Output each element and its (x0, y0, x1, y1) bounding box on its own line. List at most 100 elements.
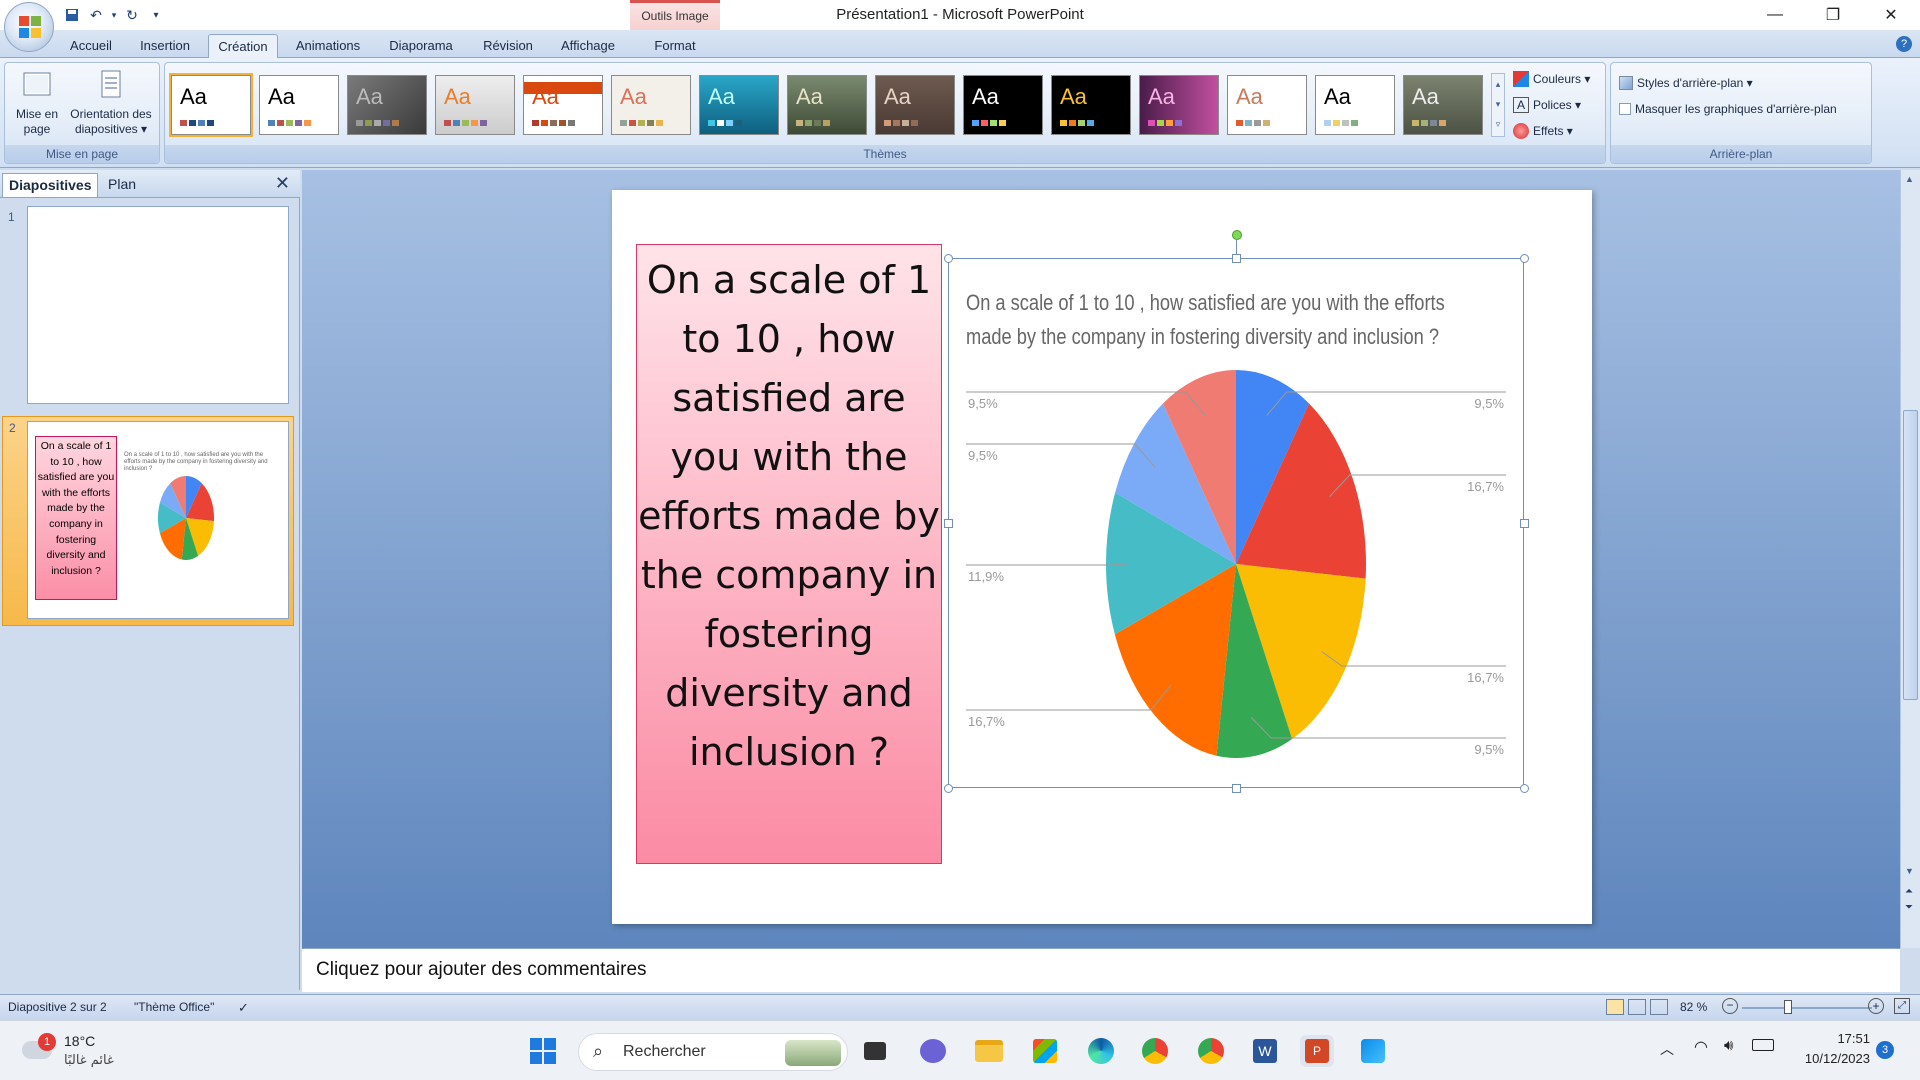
vertical-scrollbar[interactable]: ▲ ▼ ⏶ ⏷ (1900, 170, 1920, 948)
photos-icon[interactable] (1356, 1035, 1390, 1067)
normal-view-icon[interactable] (1606, 999, 1624, 1015)
tab-revision[interactable]: Révision (483, 38, 533, 53)
search-highlight-image (785, 1040, 841, 1066)
minimize-icon[interactable]: — (1767, 6, 1783, 23)
slide-thumbnail-2-selected[interactable]: 2 On a scale of 1 to 10 , how satisfied … (2, 416, 294, 626)
file-explorer-icon[interactable] (972, 1035, 1006, 1067)
theme-sample-text: Aa (708, 84, 735, 109)
resize-handle-ne[interactable] (1520, 254, 1529, 263)
couleurs-button[interactable]: Couleurs ▾ (1513, 69, 1590, 89)
clock-date[interactable]: 10/12/2023 (1804, 1051, 1870, 1066)
resize-handle-s[interactable] (1232, 784, 1241, 793)
notification-badge[interactable]: 3 (1876, 1041, 1894, 1059)
tab-affichage[interactable]: Affichage (561, 38, 615, 53)
fit-to-window-icon[interactable]: ⤢ (1894, 998, 1910, 1014)
task-view-icon[interactable] (858, 1035, 892, 1067)
theme-12[interactable]: Aa (1139, 75, 1219, 135)
tab-animations[interactable]: Animations (295, 38, 361, 53)
effets-button[interactable]: Effets ▾ (1513, 121, 1573, 141)
close-pane-icon[interactable]: ✕ (274, 173, 290, 193)
teams-chat-icon[interactable] (916, 1035, 950, 1067)
themes-gallery-scroll[interactable]: ▴ ▾ ▿ (1491, 73, 1505, 137)
save-icon[interactable] (62, 6, 82, 24)
theme-10[interactable]: Aa (963, 75, 1043, 135)
spell-check-icon[interactable]: ✓ (238, 1000, 249, 1015)
tab-diaporama[interactable]: Diaporama (389, 38, 453, 53)
undo-icon[interactable]: ↶ (90, 6, 102, 23)
close-icon[interactable]: ✕ (1884, 7, 1898, 24)
resize-handle-nw[interactable] (944, 254, 953, 263)
resize-handle-n[interactable] (1232, 254, 1241, 263)
theme-3[interactable]: Aa (347, 75, 427, 135)
slideshow-view-icon[interactable] (1650, 999, 1668, 1015)
tab-creation[interactable]: Création (208, 34, 278, 58)
next-slide-icon[interactable]: ⏷ (1905, 902, 1913, 913)
theme-name[interactable]: "Thème Office" (134, 1000, 215, 1014)
office-button[interactable] (4, 2, 54, 52)
chrome-profile-icon[interactable] (1194, 1035, 1228, 1067)
edge-icon[interactable] (1084, 1035, 1118, 1067)
orientation-button[interactable]: Orientation des diapositives ▾ (63, 67, 159, 137)
show-hidden-icons-icon[interactable]: ︿ (1660, 1041, 1674, 1057)
tab-plan[interactable]: Plan (108, 176, 137, 192)
microsoft-store-icon[interactable] (1028, 1035, 1062, 1067)
word-icon[interactable]: W (1248, 1035, 1282, 1067)
question-text-box[interactable]: On a scale of 1 to 10 , how satisfied ar… (636, 244, 942, 864)
theme-9[interactable]: Aa (875, 75, 955, 135)
zoom-out-icon[interactable]: − (1722, 998, 1738, 1014)
undo-dropdown-icon[interactable]: ▾ (111, 9, 117, 20)
theme-15[interactable]: Aa (1403, 75, 1483, 135)
mise-en-page-label-1: Mise en (15, 107, 59, 121)
resize-handle-sw[interactable] (944, 784, 953, 793)
volume-icon[interactable]: 🔊︎ (1724, 1037, 1734, 1054)
theme-office[interactable]: Aa (169, 73, 253, 137)
help-icon[interactable]: ? (1896, 36, 1912, 52)
tab-diapositives[interactable]: Diapositives (2, 173, 99, 197)
clock-time[interactable]: 17:51 (1837, 1031, 1870, 1046)
notes-pane[interactable]: Cliquez pour ajouter des commentaires (302, 948, 1900, 992)
resize-handle-w[interactable] (944, 519, 953, 528)
resize-handle-e[interactable] (1520, 519, 1529, 528)
theme-13[interactable]: Aa (1227, 75, 1307, 135)
tab-format[interactable]: Format (654, 38, 696, 53)
zoom-slider[interactable] (1742, 1007, 1872, 1009)
scroll-down-icon[interactable]: ▼ (1905, 866, 1914, 876)
theme-11[interactable]: Aa (1051, 75, 1131, 135)
theme-14[interactable]: Aa (1315, 75, 1395, 135)
styles-arriere-plan-button[interactable]: Styles d'arrière-plan ▾ (1619, 73, 1753, 93)
zoom-level[interactable]: 82 % (1680, 1000, 1708, 1014)
masquer-graphiques-checkbox[interactable]: Masquer les graphiques d'arrière-plan (1619, 99, 1837, 119)
battery-icon[interactable] (1752, 1039, 1774, 1051)
contextual-tab-group-label: Outils Image (630, 0, 720, 30)
redo-icon[interactable]: ↻ (126, 6, 138, 23)
theme-5[interactable]: Aa (523, 75, 603, 135)
theme-7[interactable]: Aa (699, 75, 779, 135)
theme-2[interactable]: Aa (259, 75, 339, 135)
restore-icon[interactable]: ❐ (1825, 7, 1841, 24)
scrollbar-thumb[interactable] (1903, 410, 1918, 700)
tab-insertion[interactable]: Insertion (140, 38, 190, 53)
zoom-in-icon[interactable]: + (1868, 998, 1884, 1014)
scroll-up-icon[interactable]: ▲ (1905, 174, 1914, 184)
zoom-slider-thumb[interactable] (1784, 1000, 1792, 1014)
polices-button[interactable]: A Polices ▾ (1513, 95, 1581, 115)
theme-4[interactable]: Aa (435, 75, 515, 135)
taskbar-search[interactable]: ⌕ Rechercher (578, 1033, 848, 1071)
powerpoint-icon[interactable]: P (1300, 1035, 1334, 1067)
customize-qat-icon[interactable]: ▾ (153, 9, 159, 21)
resize-handle-se[interactable] (1520, 784, 1529, 793)
theme-6[interactable]: Aa (611, 75, 691, 135)
start-icon[interactable] (526, 1035, 560, 1067)
wifi-icon[interactable]: ◠ (1694, 1039, 1708, 1056)
chrome-icon[interactable] (1138, 1035, 1172, 1067)
pie-chart[interactable]: 9,5% 16,7% 16,7% 9,5% 16,7% 11,9% 9,5% 9,5% (948, 258, 1524, 788)
previous-slide-icon[interactable]: ⏶ (1905, 886, 1913, 897)
slide-sorter-icon[interactable] (1628, 999, 1646, 1015)
weather-widget[interactable]: 1 (22, 1033, 56, 1067)
tab-accueil[interactable]: Accueil (70, 38, 112, 53)
chart-image-frame[interactable] (944, 230, 1529, 793)
rotation-handle[interactable] (1232, 230, 1242, 240)
mise-en-page-button[interactable]: Mise en page (9, 67, 65, 137)
theme-8[interactable]: Aa (787, 75, 867, 135)
slide-thumbnail-1[interactable] (27, 206, 289, 404)
